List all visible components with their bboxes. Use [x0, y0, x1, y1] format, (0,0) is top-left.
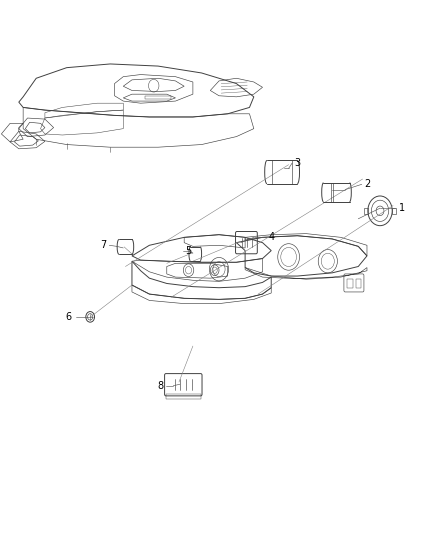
Bar	[356, 279, 361, 288]
Text: 3: 3	[294, 158, 300, 168]
Text: 8: 8	[157, 381, 163, 391]
Text: 2: 2	[364, 179, 370, 189]
Text: 5: 5	[185, 246, 192, 256]
Text: 1: 1	[399, 203, 405, 213]
Text: 7: 7	[101, 240, 107, 251]
Text: 4: 4	[268, 232, 274, 243]
Text: 6: 6	[66, 312, 72, 322]
Bar	[145, 96, 171, 100]
Bar	[347, 279, 353, 288]
Bar	[166, 394, 201, 399]
